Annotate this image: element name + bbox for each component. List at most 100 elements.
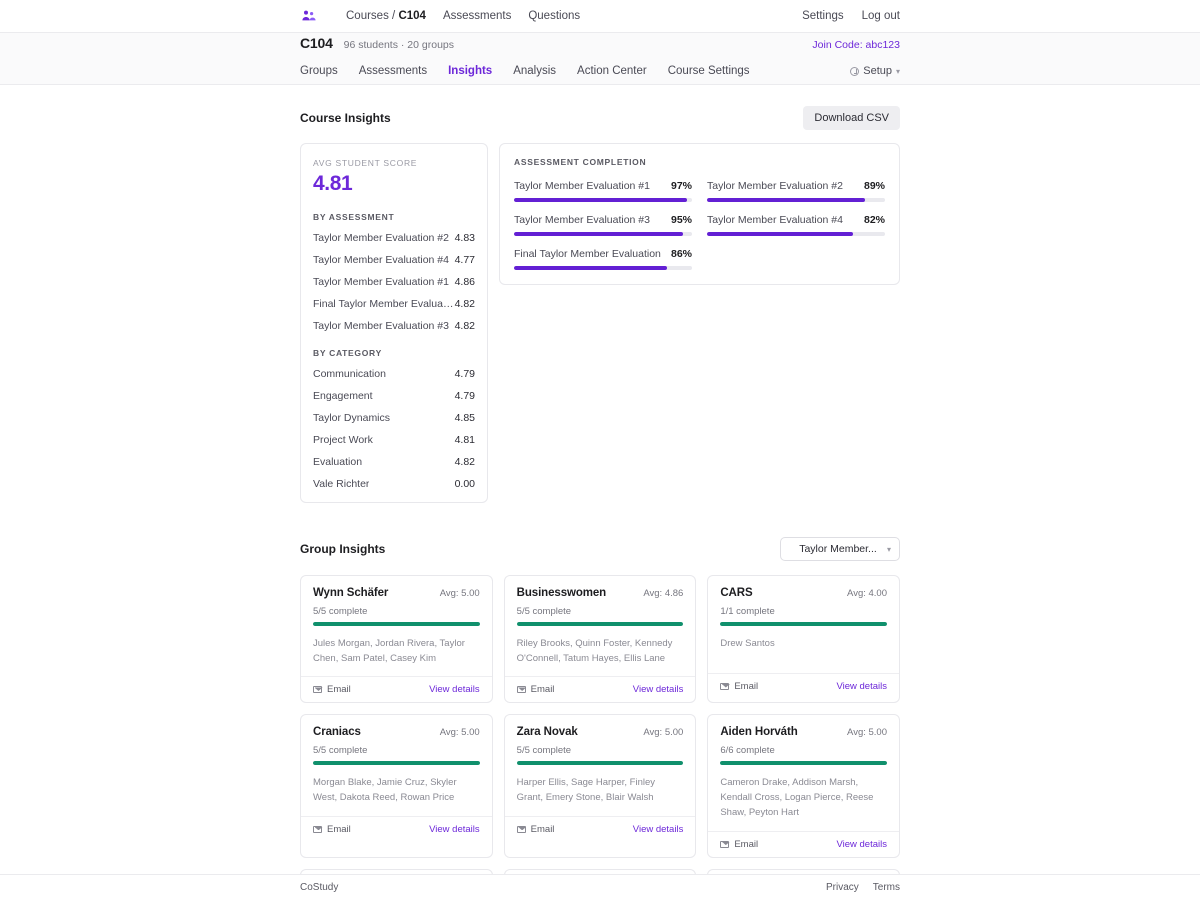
- group-members: Drew Santos: [720, 638, 775, 649]
- completion-progress-fill: [514, 198, 687, 202]
- group-average: Avg: 5.00: [643, 727, 684, 739]
- by-category-row: Engagement 4.79: [313, 390, 475, 402]
- nav-item-logout[interactable]: Log out: [861, 10, 900, 22]
- group-insights-header: Group Insights Taylor Member... ▾: [300, 536, 900, 562]
- by-category-row: Taylor Dynamics 4.85: [313, 412, 475, 424]
- completion-progress-track: [707, 232, 885, 236]
- group-card[interactable]: Wynn Schäfer Avg: 5.00 5/5 complete Jules M…: [300, 575, 493, 704]
- completion-percent: 86%: [670, 248, 692, 260]
- group-email-label: Email: [530, 823, 555, 835]
- course-tab-row: Groups Assessments Insights Analysis Act…: [300, 60, 900, 82]
- group-view-details-link[interactable]: View details: [632, 684, 684, 696]
- category-score: 4.81: [454, 434, 475, 446]
- tab-action-center[interactable]: Action Center: [577, 65, 647, 77]
- group-email-label: Email: [327, 684, 351, 696]
- completion-percent: 97%: [670, 180, 692, 192]
- category-name: Taylor Dynamics: [313, 412, 391, 424]
- group-card-body: Aiden Horváth Avg: 5.00 6/6 complete Camero…: [708, 715, 899, 830]
- tab-course-settings[interactable]: Course Settings: [667, 65, 750, 77]
- completion-item: Final Taylor Member Evaluation 86%: [514, 248, 692, 270]
- completion-progress-track: [514, 232, 692, 236]
- group-email-label: Email: [530, 684, 555, 696]
- group-card-body: Zara Novak Avg: 5.00 5/5 complete Harper El…: [505, 715, 696, 815]
- group-completion-text: 5/5 complete: [313, 606, 368, 617]
- by-assessment-row: Final Taylor Member Evaluation 4.82: [313, 298, 475, 310]
- app-logo-icon[interactable]: [300, 7, 318, 25]
- by-category-row: Vale Richter 0.00: [313, 478, 475, 490]
- group-name: Businesswomen: [516, 587, 607, 599]
- group-view-details-link[interactable]: View details: [429, 823, 480, 835]
- tab-analysis[interactable]: Analysis: [513, 65, 557, 77]
- group-progress-fill: [313, 761, 480, 766]
- completion-progress-fill: [707, 198, 866, 202]
- completion-progress-fill: [707, 232, 853, 236]
- group-email-button[interactable]: Email: [720, 839, 758, 850]
- insights-cards-row: AVG STUDENT SCORE 4.81 BY ASSESSMENT Tay…: [300, 143, 900, 503]
- group-email-button[interactable]: Email: [313, 824, 351, 835]
- group-progress-fill: [313, 622, 480, 626]
- group-email-button[interactable]: Email: [516, 823, 555, 835]
- group-members: Riley Brooks, Quinn Foster, Kennedy O'Co…: [516, 638, 673, 664]
- group-members: Cameron Drake, Addison Marsh, Kendall Cr…: [720, 777, 874, 818]
- group-card[interactable]: CARS Avg: 4.00 1/1 complete Drew Santos Emai…: [707, 575, 900, 704]
- completion-item: Taylor Member Evaluation #4 82%: [707, 214, 885, 236]
- download-csv-button[interactable]: Download CSV: [803, 106, 900, 130]
- breadcrumb-separator: /: [392, 10, 396, 22]
- by-category-list: Communication 4.79 Engagement 4.79 Taylo…: [313, 368, 475, 490]
- course-header-title-row: C104 96 students · 20 groups Join Code: …: [300, 35, 900, 57]
- by-assessment-label: BY ASSESSMENT: [313, 212, 395, 222]
- by-category-label: BY CATEGORY: [313, 348, 382, 358]
- category-name: Communication: [313, 368, 386, 380]
- group-card[interactable]: Zara Novak Avg: 5.00 5/5 complete Harper El…: [503, 714, 697, 858]
- group-view-details-link[interactable]: View details: [836, 681, 887, 692]
- group-view-details-link[interactable]: View details: [429, 684, 480, 696]
- envelope-icon: [516, 686, 526, 694]
- assessment-completion-label: ASSESSMENT COMPLETION: [514, 157, 647, 167]
- by-category-row: Project Work 4.81: [313, 434, 475, 446]
- tab-assessments[interactable]: Assessments: [358, 65, 428, 77]
- group-card[interactable]: Craniacs Avg: 5.00 5/5 complete Morgan Blak…: [300, 714, 493, 858]
- group-email-button[interactable]: Email: [516, 684, 555, 696]
- group-card-body: CARS Avg: 4.00 1/1 complete Drew Santos: [708, 576, 899, 673]
- assessment-filter-value: Taylor Member...: [799, 543, 877, 555]
- group-email-button[interactable]: Email: [720, 681, 758, 692]
- group-card-body: Businesswomen Avg: 4.86 5/5 complete Riley …: [505, 576, 696, 676]
- completion-progress-track: [707, 198, 885, 202]
- assessment-score: 4.77: [454, 254, 475, 266]
- completion-percent: 89%: [863, 180, 885, 192]
- assessment-name: Taylor Member Evaluation #1: [313, 276, 449, 288]
- nav-item-settings[interactable]: Settings: [802, 10, 844, 22]
- join-code[interactable]: Join Code: abc123: [812, 39, 900, 51]
- breadcrumb-current-course[interactable]: C104: [398, 10, 426, 22]
- top-navigation-links: Courses / C104 Assessments Questions: [346, 10, 580, 22]
- tab-groups[interactable]: Groups: [300, 65, 338, 77]
- completion-name: Final Taylor Member Evaluation: [514, 248, 661, 260]
- by-assessment-row: Taylor Member Evaluation #2 4.83: [313, 232, 475, 244]
- course-header: C104 96 students · 20 groups Join Code: …: [0, 33, 1200, 85]
- group-card[interactable]: Businesswomen Avg: 4.86 5/5 complete Riley …: [503, 575, 697, 704]
- envelope-icon: [720, 840, 730, 848]
- nav-item-assessments[interactable]: Assessments: [442, 10, 512, 22]
- assessment-filter-select[interactable]: Taylor Member... ▾: [780, 537, 900, 561]
- assessment-completion-grid: Taylor Member Evaluation #1 97% Taylor M…: [514, 180, 885, 270]
- footer-link-privacy[interactable]: Privacy: [825, 882, 859, 893]
- breadcrumb-courses-link[interactable]: Courses: [346, 10, 389, 22]
- group-email-label: Email: [734, 838, 759, 850]
- group-view-details-link[interactable]: View details: [836, 838, 887, 850]
- assessment-score: 4.83: [454, 232, 475, 244]
- group-email-button[interactable]: Email: [313, 684, 351, 695]
- group-view-details-link[interactable]: View details: [632, 823, 684, 835]
- nav-item-questions[interactable]: Questions: [528, 10, 581, 22]
- footer-link-terms[interactable]: Terms: [872, 882, 900, 893]
- group-card[interactable]: Aiden Horváth Avg: 5.00 6/6 complete Camero…: [707, 714, 900, 858]
- assessment-score: 4.82: [454, 298, 475, 310]
- group-name: Craniacs: [313, 726, 361, 739]
- top-navigation-bar: Courses / C104 Assessments Questions Set…: [0, 0, 1200, 33]
- course-meta: 96 students · 20 groups: [343, 39, 454, 51]
- course-insights-header: Course Insights Download CSV: [300, 106, 900, 130]
- setup-menu-button[interactable]: Setup ▾: [850, 65, 900, 77]
- tab-insights[interactable]: Insights: [448, 65, 493, 77]
- group-card-footer: Email View details: [504, 676, 696, 702]
- by-category-row: Communication 4.79: [313, 368, 475, 380]
